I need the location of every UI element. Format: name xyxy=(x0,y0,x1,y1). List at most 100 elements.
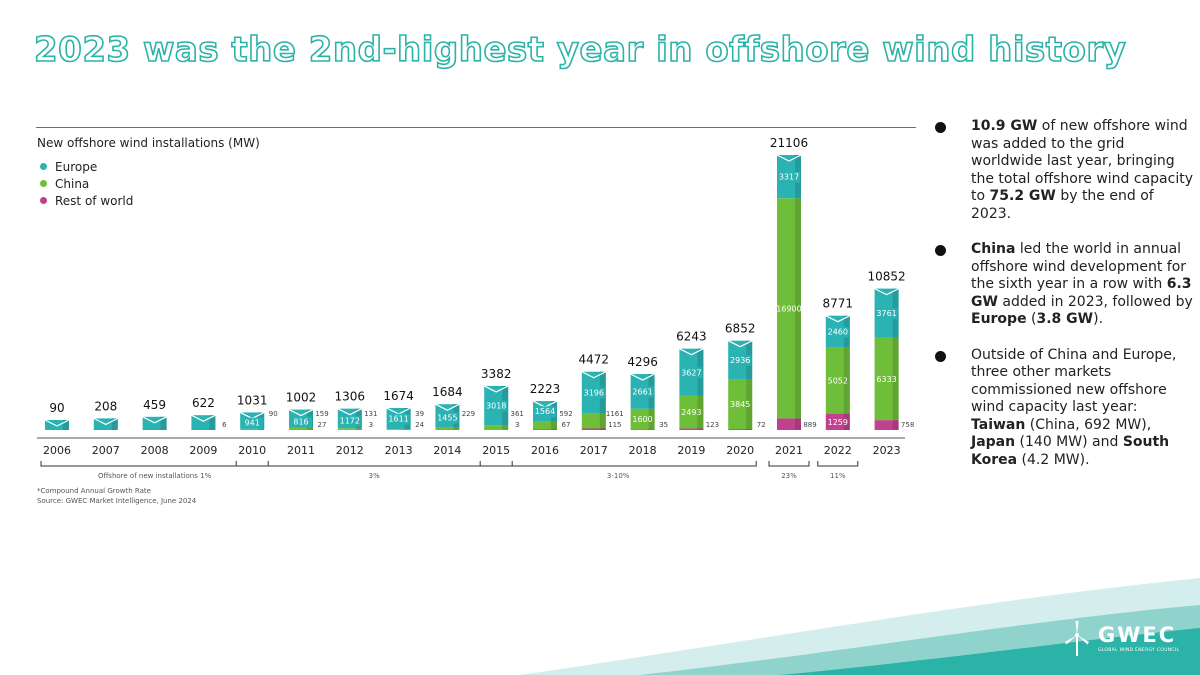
bar-total-label: 6852 xyxy=(725,322,756,336)
bar-europe-shade xyxy=(160,416,167,430)
key-fact-2: China led the world in annual offshore w… xyxy=(932,241,1194,329)
year-tick-label: 2023 xyxy=(873,444,901,457)
china-value-label: 361 xyxy=(511,410,524,418)
bar-china-shade xyxy=(892,337,899,421)
bar-top-notch xyxy=(337,408,363,416)
chart-legend: Europe China Rest of world xyxy=(40,158,133,209)
year-tick-label: 2017 xyxy=(580,444,608,457)
rest-of-world-value-label: 758 xyxy=(901,421,914,429)
chart-footnote: *Compound Annual Growth Rate xyxy=(37,487,151,495)
key-fact-run: by the end of 2023. xyxy=(971,188,1154,222)
key-fact-run: ). xyxy=(1093,311,1104,327)
rest-of-world-swatch xyxy=(40,197,47,204)
europe-label-bg xyxy=(387,413,410,425)
cagr-bracket xyxy=(479,461,757,467)
europe-label-bg xyxy=(631,386,654,398)
cagr-bracket xyxy=(817,461,859,467)
key-fact-run: (4.2 MW). xyxy=(1017,451,1090,468)
europe-value-label: 3018 xyxy=(486,402,506,411)
bar-europe-shade xyxy=(209,415,216,430)
chart-title: New offshore wind installations (MW) xyxy=(37,136,260,150)
bar-europe-shade xyxy=(63,420,69,430)
rest-of-world-value-label: 115 xyxy=(608,421,621,429)
year-tick-label: 2018 xyxy=(629,444,657,457)
key-fact-run: ( xyxy=(1026,311,1037,327)
europe-value-label: 1455 xyxy=(437,414,457,423)
bar-total-label: 8771 xyxy=(823,297,854,311)
china-value-label: 1600 xyxy=(632,415,652,424)
key-fact-highlight: 6.3 GW xyxy=(971,276,1192,310)
bar-total-label: 459 xyxy=(143,398,166,412)
key-fact-highlight: 75.2 GW xyxy=(989,188,1056,204)
bar-total-label: 90 xyxy=(49,401,64,415)
cagr-label: 23% xyxy=(781,472,797,480)
bar-rest-of-world xyxy=(874,420,899,430)
year-tick-label: 2014 xyxy=(433,444,461,457)
europe-value-label: 1172 xyxy=(340,417,360,426)
rest-of-world-value-label: 123 xyxy=(706,421,719,429)
europe-label-bg xyxy=(241,417,264,429)
bar-china xyxy=(386,429,411,430)
wind-turbine-icon xyxy=(1065,621,1089,656)
logo-name: GWEC xyxy=(1098,623,1177,647)
key-fact-run: Outside of China and Europe, three other… xyxy=(971,346,1177,416)
europe-value-label: 2661 xyxy=(632,387,652,396)
bar-top-notch xyxy=(727,340,753,348)
key-fact-highlight: Europe xyxy=(971,311,1027,327)
bar-china xyxy=(484,425,509,430)
bar-top-notch xyxy=(825,315,851,323)
bar-rest-of-world-shade xyxy=(892,420,899,430)
key-facts-list: 10.9 GW of new offshore wind was added t… xyxy=(932,118,1194,487)
china-value-label: 1161 xyxy=(606,410,624,418)
china-swatch xyxy=(40,180,47,187)
bar-total-label: 4296 xyxy=(627,355,658,369)
bar-europe-shade xyxy=(111,418,118,430)
bar-rest-of-world-shade xyxy=(697,428,704,430)
bar-total-label: 622 xyxy=(192,396,215,410)
cagr-label: Offshore of new installations 1% xyxy=(98,472,212,480)
europe-label-bg xyxy=(826,326,849,338)
china-value-label: 16900 xyxy=(776,304,801,313)
europe-value-label: 3317 xyxy=(779,173,799,182)
title-divider xyxy=(36,127,916,128)
rest-of-world-value-label: 6 xyxy=(222,421,227,429)
bar-china xyxy=(533,421,557,430)
europe-label-bg xyxy=(290,416,312,428)
bar-total-label: 1684 xyxy=(432,385,463,399)
bar-top-notch xyxy=(191,414,216,422)
bar-total-label: 10852 xyxy=(868,270,906,284)
bar-top-notch xyxy=(44,419,70,427)
bar-total-label: 4472 xyxy=(579,353,610,367)
rest-of-world-value-label: 3 xyxy=(515,421,519,429)
bullet-dot xyxy=(935,350,946,362)
china-value-label: 90 xyxy=(269,410,278,418)
bar-total-label: 6243 xyxy=(676,330,707,344)
cagr-label: 3% xyxy=(369,472,380,480)
key-fact-highlight: China xyxy=(971,241,1016,257)
bar-top-notch xyxy=(142,416,167,424)
gwec-logo: GWEC GLOBAL WIND ENERGY COUNCIL xyxy=(1062,619,1179,657)
bar-total-label: 2223 xyxy=(530,382,561,396)
china-value-label: 5052 xyxy=(828,377,848,386)
china-value-label: 6333 xyxy=(876,375,896,384)
bar-rest-of-world-shade xyxy=(599,428,606,430)
bar-top-notch xyxy=(630,373,655,381)
bar-china-shade xyxy=(502,425,509,430)
bar-top-notch xyxy=(874,288,899,296)
europe-value-label: 3761 xyxy=(876,309,896,318)
bar-china-shade xyxy=(307,427,313,430)
chart-source: Source: GWEC Market Intelligence, June 2… xyxy=(37,497,197,505)
legend-label: Europe xyxy=(55,159,98,174)
bar-china-shade xyxy=(697,395,704,429)
europe-label-bg xyxy=(338,415,361,427)
legend-label: China xyxy=(55,176,90,191)
bar-top-notch xyxy=(776,154,802,162)
europe-label-bg xyxy=(680,367,703,379)
year-tick-label: 2012 xyxy=(336,444,364,457)
bar-china xyxy=(240,428,265,430)
bar-total-label: 1306 xyxy=(335,390,366,404)
bar-china-shade xyxy=(795,198,801,419)
bar-total-label: 3382 xyxy=(481,367,512,381)
china-value-label: 131 xyxy=(364,410,377,418)
